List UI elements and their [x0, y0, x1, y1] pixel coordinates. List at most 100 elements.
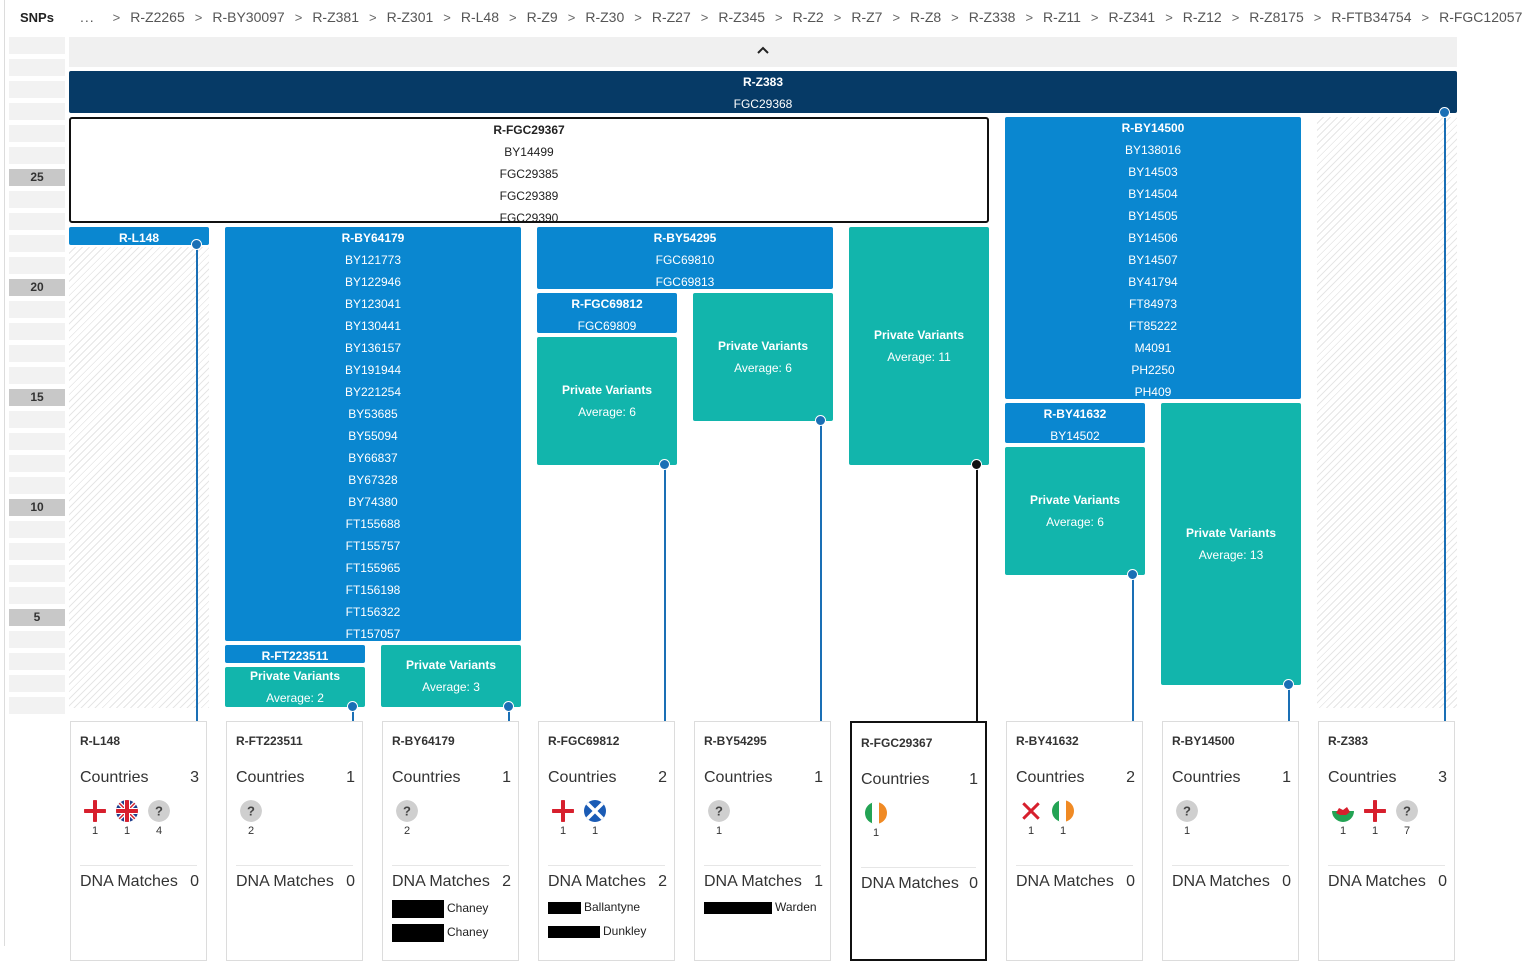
countries-label: Countries — [1328, 769, 1397, 786]
breadcrumb-item[interactable]: R-Z2265 — [130, 9, 185, 25]
country-flag[interactable]: 1 — [111, 800, 143, 837]
private-variants-r-fgc29367[interactable]: Private Variants Average: 11 — [849, 227, 989, 465]
country-flag[interactable]: 1 — [79, 800, 111, 837]
node-r-by64179[interactable]: R-BY64179 BY121773 BY122946 BY123041 BY13044… — [225, 227, 521, 641]
node-r-by41632[interactable]: R-BY41632 BY14502 — [1005, 403, 1145, 443]
left-border — [4, 0, 5, 946]
match-surname: Chaney — [447, 901, 489, 916]
node-r-l148[interactable]: R-L148 — [69, 227, 209, 245]
country-flag[interactable]: 1 — [1015, 800, 1047, 837]
country-flag[interactable]: ? 4 — [143, 800, 175, 837]
private-variants-average: Average: 2 — [266, 691, 324, 705]
branch-card[interactable]: R-BY41632 Countries 2 1 1 DNA Matches 0 — [1006, 721, 1143, 961]
breadcrumb-item[interactable]: R-Z381 — [312, 9, 359, 25]
snp-label: BY14507 — [1128, 253, 1178, 267]
snp-depth-axis: 25 20 15 10 5 — [9, 37, 65, 714]
dna-match-item[interactable]: Ballantyne — [548, 900, 640, 914]
breadcrumb-separator: > — [1165, 9, 1173, 25]
match-surname: Warden — [775, 900, 817, 914]
country-flag[interactable]: 1 — [547, 800, 579, 837]
snp-label: BY66837 — [348, 451, 398, 465]
country-flag[interactable]: ? 2 — [391, 800, 423, 837]
country-flag[interactable]: ? 2 — [235, 800, 267, 837]
country-flags: ? 1 — [703, 800, 735, 837]
node-r-ft223511[interactable]: R-FT223511 — [225, 645, 365, 663]
node-r-by54295[interactable]: R-BY54295 FGC69810 FGC69813 — [537, 227, 833, 289]
branch-card[interactable]: R-FGC29367 Countries 1 1 DNA Matches 0 — [850, 721, 987, 961]
dna-match-item[interactable]: Warden — [704, 900, 817, 914]
breadcrumb-item[interactable]: R-Z27 — [651, 9, 691, 25]
country-flags: ? 1 — [1171, 800, 1203, 837]
breadcrumb-item[interactable]: R-Z8175 — [1249, 9, 1304, 25]
snp-label: BY191944 — [344, 363, 402, 377]
branch-card[interactable]: R-BY64179 Countries 1? 2 DNA Matches 2 Chaney C… — [382, 721, 519, 961]
breadcrumb-item[interactable]: R-Z345 — [718, 9, 766, 25]
country-flag[interactable]: ? 1 — [703, 800, 735, 837]
private-variants-r-by54295[interactable]: Private Variants Average: 6 — [693, 293, 833, 421]
breadcrumb-item[interactable]: R-FGC12057 — [1439, 9, 1523, 25]
country-count: 1 — [1027, 825, 1035, 837]
country-flag[interactable]: 1 — [1047, 800, 1079, 837]
breadcrumb-ellipsis[interactable]: ... — [80, 9, 95, 25]
node-r-by14500[interactable]: R-BY14500 BY138016 BY14503 BY14504 BY14505 BY… — [1005, 117, 1301, 399]
private-variants-r-by14500[interactable]: Private Variants Average: 13 — [1161, 403, 1301, 685]
axis-row — [9, 697, 65, 714]
breadcrumb-item[interactable]: R-Z8 — [910, 9, 942, 25]
breadcrumb-item[interactable]: R-Z30 — [585, 9, 625, 25]
private-variants-r-fgc69812[interactable]: Private Variants Average: 6 — [537, 337, 677, 465]
branch-card[interactable]: R-FT223511 Countries 1? 2 DNA Matches 0 — [226, 721, 363, 961]
breadcrumb-item[interactable]: R-Z2 — [792, 9, 824, 25]
node-r-z383[interactable]: R-Z383 FGC29368 — [69, 71, 1457, 113]
snp-label: BY136157 — [344, 341, 402, 355]
card-divider — [1172, 865, 1289, 866]
card-title: R-FT223511 — [236, 734, 303, 748]
breadcrumb-item[interactable]: R-L48 — [460, 9, 500, 25]
breadcrumb-item[interactable]: R-Z341 — [1108, 9, 1156, 25]
breadcrumb-item[interactable]: R-BY30097 — [212, 9, 285, 25]
branch-card[interactable]: R-BY54295 Countries 1? 1 DNA Matches 1 Warden — [694, 721, 831, 961]
country-flag[interactable]: ? 1 — [1171, 800, 1203, 837]
country-flags: ? 2 — [235, 800, 267, 837]
connector-line — [196, 245, 198, 721]
countries-label: Countries — [861, 771, 930, 788]
breadcrumb-item[interactable]: R-FTB34754 — [1331, 9, 1412, 25]
country-count: 1 — [1183, 825, 1191, 837]
breadcrumb-item[interactable]: R-Z301 — [386, 9, 434, 25]
breadcrumb-item[interactable]: R-Z9 — [526, 9, 558, 25]
breadcrumb-item[interactable]: R-Z338 — [968, 9, 1016, 25]
connector-line — [1288, 685, 1290, 721]
snp-label: FGC29368 — [733, 97, 793, 111]
node-r-fgc69812[interactable]: R-FGC69812 FGC69809 — [537, 293, 677, 333]
snps-column-header: SNPs — [20, 10, 54, 25]
dna-matches-label: DNA Matches — [1328, 873, 1426, 890]
private-variants-average: Average: 13 — [1198, 548, 1264, 562]
dna-match-item[interactable]: Chaney — [392, 900, 488, 918]
branch-card[interactable]: R-L148 Countries 3 1 1? 4 DNA Matches 0 — [70, 721, 207, 961]
breadcrumb-item[interactable]: R-Z7 — [851, 9, 883, 25]
svg-text:?: ? — [403, 804, 411, 819]
country-flag[interactable]: 1 — [1327, 800, 1359, 837]
dna-match-item[interactable]: Dunkley — [548, 924, 646, 938]
private-variants-r-ft223511[interactable]: Private Variants Average: 2 — [225, 667, 365, 707]
dna-matches-label: DNA Matches — [704, 873, 802, 890]
breadcrumb-item[interactable]: R-Z11 — [1043, 9, 1081, 25]
scroll-up-button[interactable] — [69, 37, 1457, 67]
private-variants-r-by41632[interactable]: Private Variants Average: 6 — [1005, 447, 1145, 575]
branch-card[interactable]: R-BY14500 Countries 1? 1 DNA Matches 0 — [1162, 721, 1299, 961]
branch-card[interactable]: R-Z383 Countries 3 1 1? 7 DNA Matches 0 — [1318, 721, 1455, 961]
dna-match-item[interactable]: Chaney — [392, 924, 488, 942]
breadcrumb-separator: > — [1313, 9, 1322, 25]
country-flag[interactable]: 1 — [579, 800, 611, 837]
breadcrumb-separator: > — [1231, 9, 1240, 25]
node-r-fgc29367[interactable]: R-FGC29367 BY14499 FGC29385 FGC29389 FGC2939… — [69, 117, 989, 223]
country-flag[interactable]: ? 7 — [1391, 800, 1423, 837]
breadcrumb-item[interactable]: R-Z12 — [1182, 9, 1222, 25]
countries-count: 2 — [1126, 769, 1135, 786]
private-variants-r-by64179[interactable]: Private Variants Average: 3 — [381, 645, 521, 707]
branch-card[interactable]: R-FGC69812 Countries 2 1 1 DNA Matches 2 Ballan… — [538, 721, 675, 961]
country-flag[interactable]: 1 — [860, 802, 892, 839]
private-variants-title: Private Variants — [1185, 526, 1277, 540]
snp-label: FT157057 — [345, 627, 401, 641]
country-flag[interactable]: 1 — [1359, 800, 1391, 837]
